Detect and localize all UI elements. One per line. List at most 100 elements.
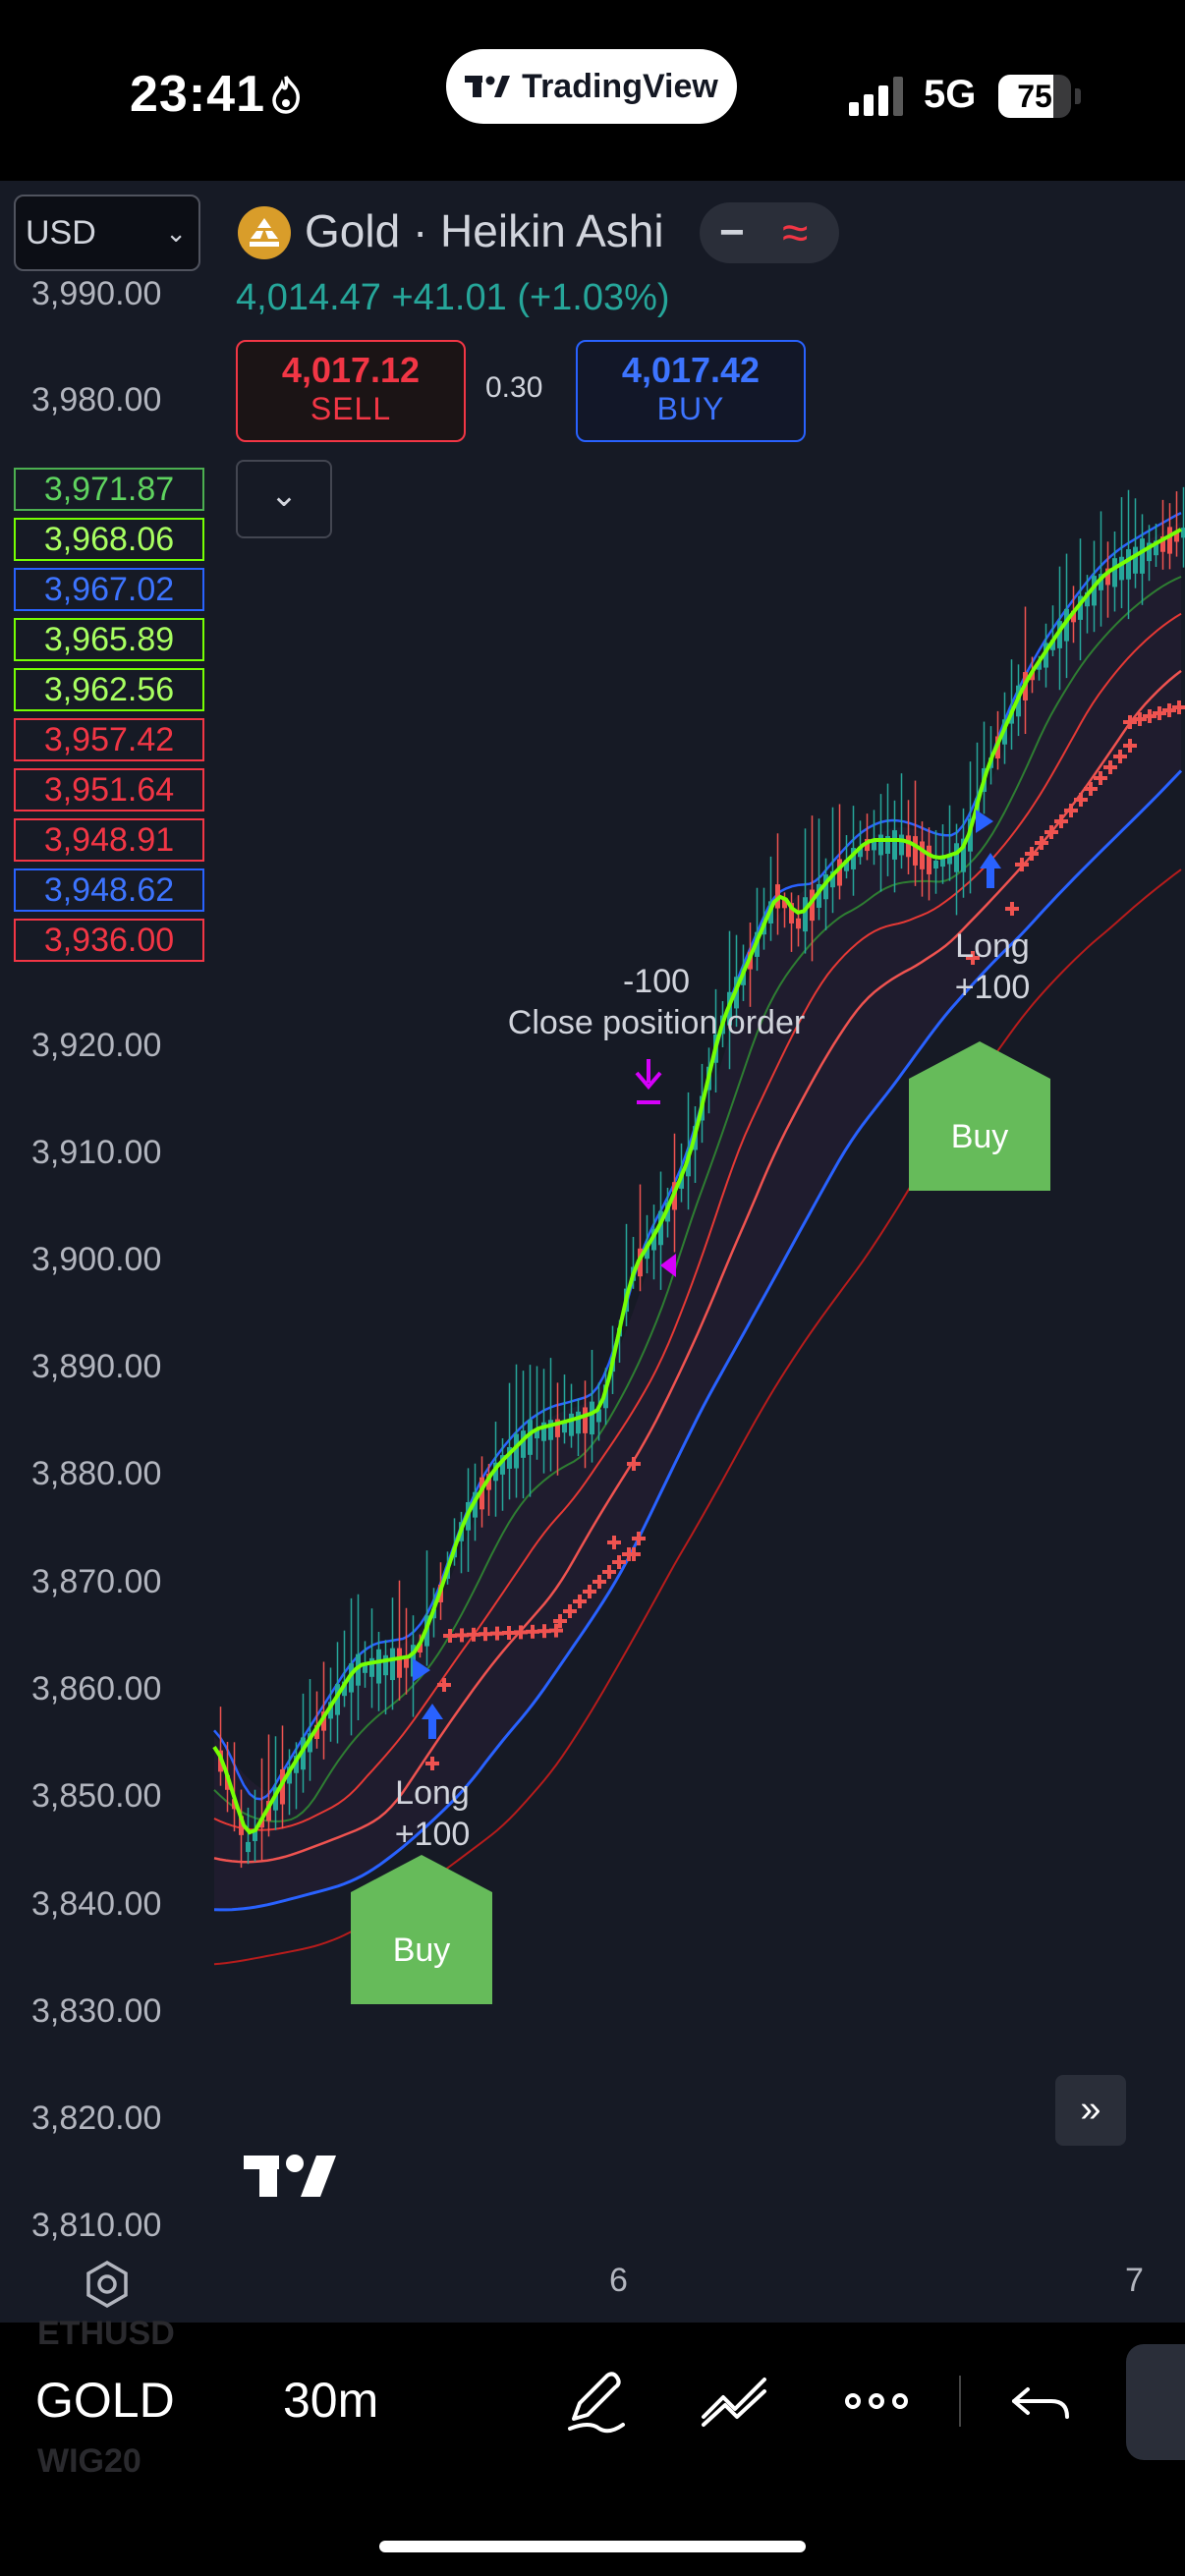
candle-body bbox=[775, 884, 780, 909]
long-order-qty: +100 bbox=[955, 969, 1031, 1006]
candle-body bbox=[1154, 540, 1158, 556]
candle-body bbox=[796, 918, 801, 929]
symbol-selector[interactable]: GOLD bbox=[35, 2373, 175, 2428]
long-order-label: Long bbox=[395, 1774, 470, 1812]
close-order-qty: -100 bbox=[623, 963, 690, 1000]
undo-icon[interactable] bbox=[1006, 2368, 1077, 2435]
candle-body bbox=[521, 1430, 526, 1458]
candle-body bbox=[1078, 595, 1083, 620]
candle-body bbox=[892, 830, 897, 860]
price-badge: 3,968.06 bbox=[14, 518, 204, 561]
buy-label-box bbox=[909, 1041, 1050, 1191]
candle-body bbox=[376, 1649, 381, 1684]
buy-button[interactable]: 4,017.42 BUY bbox=[576, 340, 806, 442]
candle-body bbox=[810, 889, 815, 922]
home-indicator[interactable] bbox=[379, 2541, 806, 2552]
price-axis-label: 3,830.00 bbox=[31, 1992, 162, 2030]
price-axis-label: 3,820.00 bbox=[31, 2100, 162, 2137]
more-options-icon[interactable] bbox=[841, 2368, 912, 2435]
candle-body bbox=[253, 1828, 257, 1841]
candle-body bbox=[266, 1801, 271, 1821]
candle-body bbox=[1133, 546, 1138, 574]
gold-symbol-icon bbox=[238, 206, 291, 259]
candle-body bbox=[363, 1664, 367, 1673]
candle-body bbox=[397, 1648, 402, 1678]
candle-body bbox=[301, 1737, 306, 1770]
tradingview-logo-icon bbox=[465, 76, 511, 97]
price-badge: 3,962.56 bbox=[14, 668, 204, 711]
side-panel-tab[interactable] bbox=[1126, 2344, 1185, 2460]
symbol-list-prev[interactable]: ETHUSD bbox=[37, 2315, 175, 2352]
long-entry-arrow-icon bbox=[422, 1704, 443, 1739]
chart-style-toggle[interactable]: − ≈ bbox=[700, 202, 839, 263]
fast-ma-line bbox=[212, 528, 1182, 1835]
plot-series bbox=[212, 486, 1185, 1966]
candle-body bbox=[782, 897, 787, 909]
symbol-list-next[interactable]: WIG20 bbox=[37, 2442, 141, 2480]
price-badge: 3,967.02 bbox=[14, 568, 204, 611]
tradingview-watermark-icon bbox=[244, 2150, 338, 2203]
price-badge: 3,951.64 bbox=[14, 768, 204, 812]
candle-body bbox=[878, 834, 883, 856]
tradingview-pill[interactable]: TradingView bbox=[446, 49, 737, 124]
sell-button[interactable]: 4,017.12 SELL bbox=[236, 340, 466, 442]
candle-body bbox=[1030, 671, 1035, 681]
candle-body bbox=[638, 1248, 643, 1277]
candle-body bbox=[961, 838, 966, 872]
candle-body bbox=[541, 1422, 546, 1441]
candle-body bbox=[486, 1474, 491, 1490]
price-badge: 3,965.89 bbox=[14, 618, 204, 661]
buy-label-box bbox=[351, 1855, 492, 2004]
long-order-label: Long bbox=[955, 927, 1030, 965]
candle-body bbox=[273, 1787, 278, 1811]
candle-body bbox=[314, 1724, 319, 1739]
entry-marker-icon bbox=[413, 1658, 430, 1682]
price-axis-label: 3,860.00 bbox=[31, 1670, 162, 1708]
collapse-panel-button[interactable]: ⌄ bbox=[236, 460, 332, 538]
candle-body bbox=[1050, 640, 1055, 650]
network-type: 5G bbox=[924, 73, 977, 116]
ma-line bbox=[213, 612, 1182, 1831]
candle-body bbox=[555, 1419, 560, 1437]
currency-select[interactable]: USD ⌄ bbox=[14, 195, 200, 271]
candle-body bbox=[356, 1653, 361, 1686]
candle-body bbox=[294, 1755, 299, 1773]
price-axis-label: 3,890.00 bbox=[31, 1348, 162, 1385]
price-axis-label: 3,990.00 bbox=[31, 275, 162, 312]
candle-body bbox=[1064, 608, 1069, 642]
interval-selector[interactable]: 30m bbox=[283, 2373, 379, 2428]
candle-body bbox=[583, 1407, 588, 1433]
candle-body bbox=[548, 1420, 553, 1440]
time-axis-label: 7 bbox=[1125, 2262, 1144, 2299]
toggle-minus[interactable]: − bbox=[719, 208, 745, 256]
candle-body bbox=[933, 860, 938, 869]
candle-body bbox=[1099, 574, 1103, 590]
candle-body bbox=[1044, 643, 1048, 668]
settings-gear-icon[interactable] bbox=[83, 2260, 132, 2309]
symbol-title[interactable]: Gold · Heikin Ashi bbox=[305, 205, 664, 256]
channel-fill bbox=[214, 522, 1181, 1910]
drawing-pen-icon[interactable] bbox=[560, 2368, 631, 2435]
ma-line bbox=[213, 769, 1183, 1912]
price-axis-label: 3,840.00 bbox=[31, 1885, 162, 1923]
candle-body bbox=[803, 897, 808, 932]
candle-body bbox=[1085, 591, 1090, 607]
price-badge: 3,948.62 bbox=[14, 868, 204, 912]
candle-body bbox=[342, 1681, 347, 1697]
entry-marker-icon bbox=[976, 810, 993, 833]
candle-body bbox=[1174, 531, 1179, 542]
candle-body bbox=[1092, 576, 1097, 606]
price-badge: 3,948.91 bbox=[14, 818, 204, 862]
spread-value: 0.30 bbox=[485, 371, 543, 404]
trend-lines-icon[interactable] bbox=[700, 2368, 770, 2435]
candle-body bbox=[308, 1733, 312, 1753]
candle-body bbox=[954, 843, 959, 872]
candle-body bbox=[913, 836, 918, 866]
candle-body bbox=[1126, 549, 1131, 580]
currency-value: USD bbox=[26, 214, 96, 252]
toggle-approx[interactable]: ≈ bbox=[782, 207, 809, 259]
scroll-to-realtime-button[interactable]: » bbox=[1055, 2075, 1126, 2146]
buy-price: 4,017.42 bbox=[621, 350, 761, 390]
candle-body bbox=[473, 1491, 478, 1518]
